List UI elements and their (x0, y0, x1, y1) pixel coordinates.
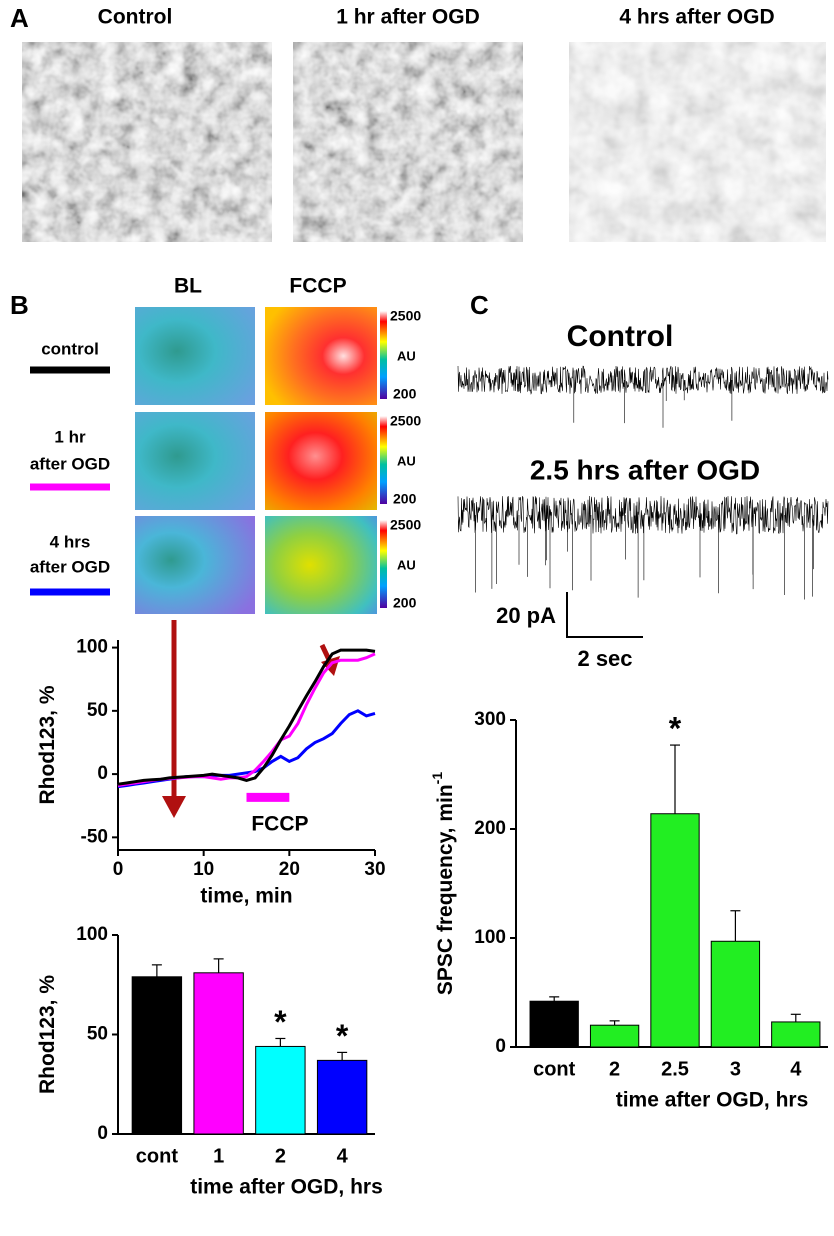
arrow-head (162, 796, 186, 818)
bar (650, 813, 700, 1048)
column-title: BL (174, 275, 202, 298)
condition-label: after OGD (30, 454, 110, 473)
x-tick-label: 10 (193, 859, 214, 880)
y-axis-label-superscript: -1 (429, 772, 445, 785)
image-title: 1 hr after OGD (336, 6, 480, 29)
y-axis-label: Rhod123, % (36, 685, 59, 804)
panel-label: A (10, 3, 29, 33)
bar (589, 1024, 640, 1048)
panel-label: C (470, 290, 489, 320)
colorbar (380, 311, 387, 399)
y-tick-label: 100 (76, 637, 108, 658)
line-series (117, 652, 376, 787)
colorbar-label: 2500 (390, 517, 421, 533)
y-axis-label-text: Rhod123, % (36, 975, 59, 1094)
heatmap (135, 516, 255, 614)
colorbar-label: 200 (393, 386, 417, 402)
x-tick-label: 0 (113, 859, 124, 880)
y-tick-label: 0 (97, 1123, 108, 1144)
x-tick-label: cont (533, 1058, 576, 1080)
image-title: 4 hrs after OGD (619, 6, 774, 29)
colorbar-label: 2500 (390, 413, 421, 429)
scale-bar (566, 592, 643, 638)
condition-label: 1 hr (54, 427, 86, 446)
scale-label: 20 pA (496, 603, 556, 628)
colorbar-label: AU (397, 453, 416, 468)
x-axis-label: time after OGD, hrs (616, 1089, 809, 1112)
colorbar (380, 520, 387, 608)
bar (529, 1000, 579, 1048)
y-tick-label: 50 (87, 1024, 108, 1045)
y-tick-label: 0 (495, 1036, 506, 1057)
current-trace (457, 495, 829, 600)
line-series (117, 648, 376, 786)
bar (316, 1059, 368, 1135)
y-tick-label: 300 (474, 709, 506, 730)
y-tick-label: -50 (81, 826, 108, 847)
colorbar-label: AU (397, 348, 416, 363)
x-tick-label: cont (136, 1145, 179, 1167)
y-tick-label: 200 (474, 818, 506, 839)
y-axis-label-text: SPSC frequency, min (434, 784, 457, 995)
condition-label: control (41, 339, 99, 358)
micrograph (22, 42, 272, 242)
bar (131, 976, 183, 1135)
bar (710, 940, 761, 1048)
micrograph (293, 42, 523, 242)
x-tick-label: 4 (337, 1145, 349, 1167)
colorbar-label: 2500 (390, 308, 421, 324)
x-tick-label: 4 (790, 1058, 802, 1080)
x-tick-label: 2 (609, 1058, 620, 1080)
colorbar-label: 200 (393, 595, 417, 611)
x-tick-label: 30 (364, 859, 385, 880)
x-axis-label: time, min (200, 885, 292, 908)
significance-mark: * (669, 711, 682, 747)
colorbar (380, 416, 387, 504)
heatmap (265, 516, 377, 614)
condition-label: 4 hrs (50, 532, 91, 551)
bar (193, 972, 244, 1135)
y-tick-label: 100 (76, 924, 108, 945)
x-tick-label: 2 (275, 1145, 286, 1167)
heatmap (265, 307, 377, 405)
y-axis-label: SPSC frequency, min-1 (429, 772, 457, 996)
colorbar-label: AU (397, 557, 416, 572)
heatmap (135, 412, 255, 510)
image-title: Control (98, 6, 173, 29)
y-axis-label: Rhod123, % (36, 975, 59, 1094)
colorbar-label: 200 (393, 491, 417, 507)
scale-label: 2 sec (577, 646, 632, 671)
drug-label: FCCP (251, 812, 308, 835)
significance-mark: * (274, 1004, 287, 1040)
y-axis-label-text: Rhod123, % (36, 685, 59, 804)
heatmap (135, 307, 255, 405)
x-tick-label: 20 (279, 859, 300, 880)
panel-label: B (10, 290, 29, 320)
x-tick-label: 2.5 (661, 1058, 689, 1080)
column-title: FCCP (289, 275, 346, 298)
micrograph (569, 42, 826, 242)
x-axis-label: time after OGD, hrs (190, 1176, 383, 1199)
y-tick-label: 100 (474, 927, 506, 948)
x-tick-label: 3 (730, 1058, 741, 1080)
heatmap (265, 412, 377, 510)
bar (255, 1045, 306, 1135)
condition-label: after OGD (30, 557, 110, 576)
y-tick-label: 0 (97, 763, 108, 784)
drug-bar (246, 792, 290, 802)
trace-title: Control (567, 320, 674, 353)
significance-mark: * (336, 1018, 349, 1054)
x-tick-label: 1 (213, 1145, 224, 1167)
y-tick-label: 50 (87, 700, 108, 721)
trace-title: 2.5 hrs after OGD (530, 454, 760, 485)
current-trace (457, 365, 829, 428)
axis (117, 640, 375, 851)
bar (771, 1021, 821, 1048)
